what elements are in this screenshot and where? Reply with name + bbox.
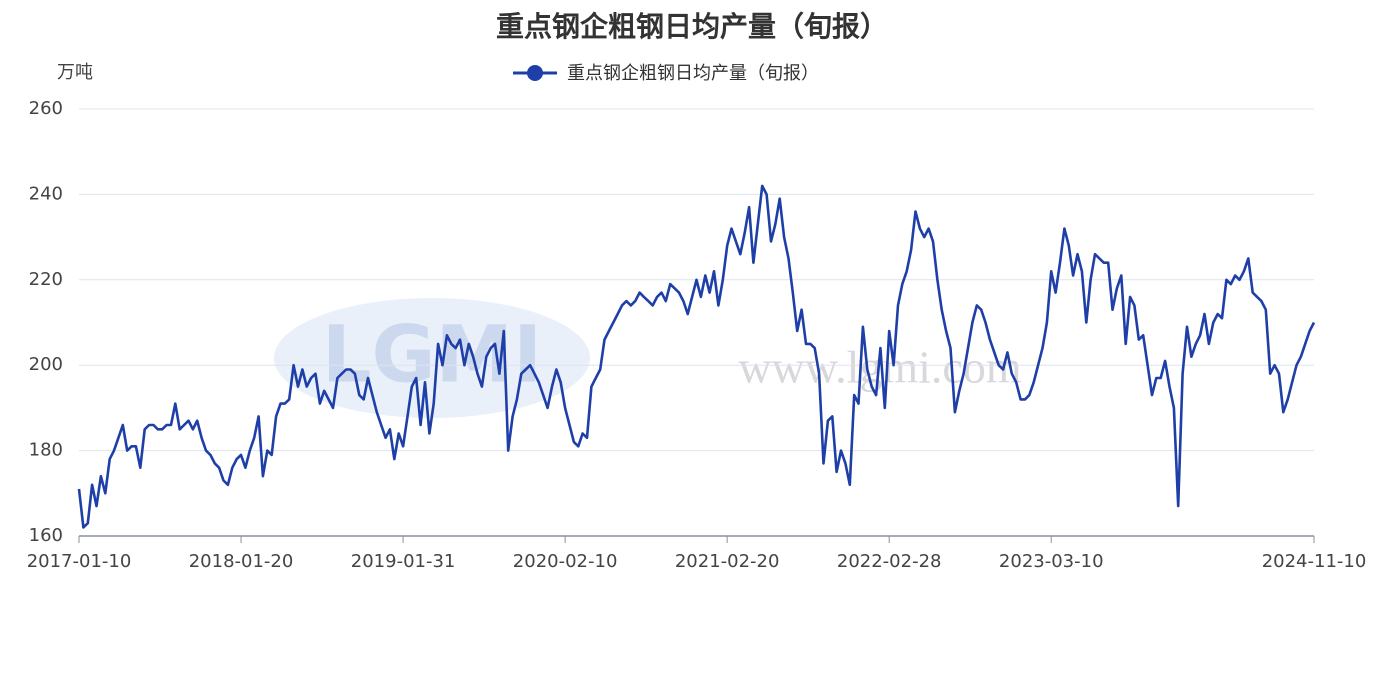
logo-ellipse xyxy=(274,298,590,418)
x-tick-label: 2024-11-10 xyxy=(1262,551,1367,572)
y-tick-label: 260 xyxy=(29,98,63,119)
y-tick-label: 220 xyxy=(29,269,63,290)
x-tick-label: 2022-02-28 xyxy=(837,551,942,572)
y-tick-label: 160 xyxy=(29,525,63,546)
x-tick-label: 2017-01-10 xyxy=(27,551,132,572)
logo: LGMI xyxy=(322,310,542,400)
line xyxy=(77,184,1316,529)
y-tick-label: 180 xyxy=(29,440,63,461)
x-tick-label: 2021-02-20 xyxy=(675,551,780,572)
y-tick-label: 240 xyxy=(29,183,63,204)
x-tick-label: 2020-02-10 xyxy=(513,551,618,572)
y-unit: 万吨 xyxy=(57,62,93,83)
chart-title: 重点钢企粗钢日均产量（旬报） xyxy=(496,10,888,43)
legend-marker xyxy=(527,65,543,81)
x-tick-label: 2018-01-20 xyxy=(189,551,294,572)
legend-label: 重点钢企粗钢日均产量（旬报） xyxy=(567,63,819,84)
x-tick-label: 2023-03-10 xyxy=(999,551,1104,572)
x-tick-label: 2019-01-31 xyxy=(351,551,456,572)
y-tick-label: 200 xyxy=(29,354,63,375)
